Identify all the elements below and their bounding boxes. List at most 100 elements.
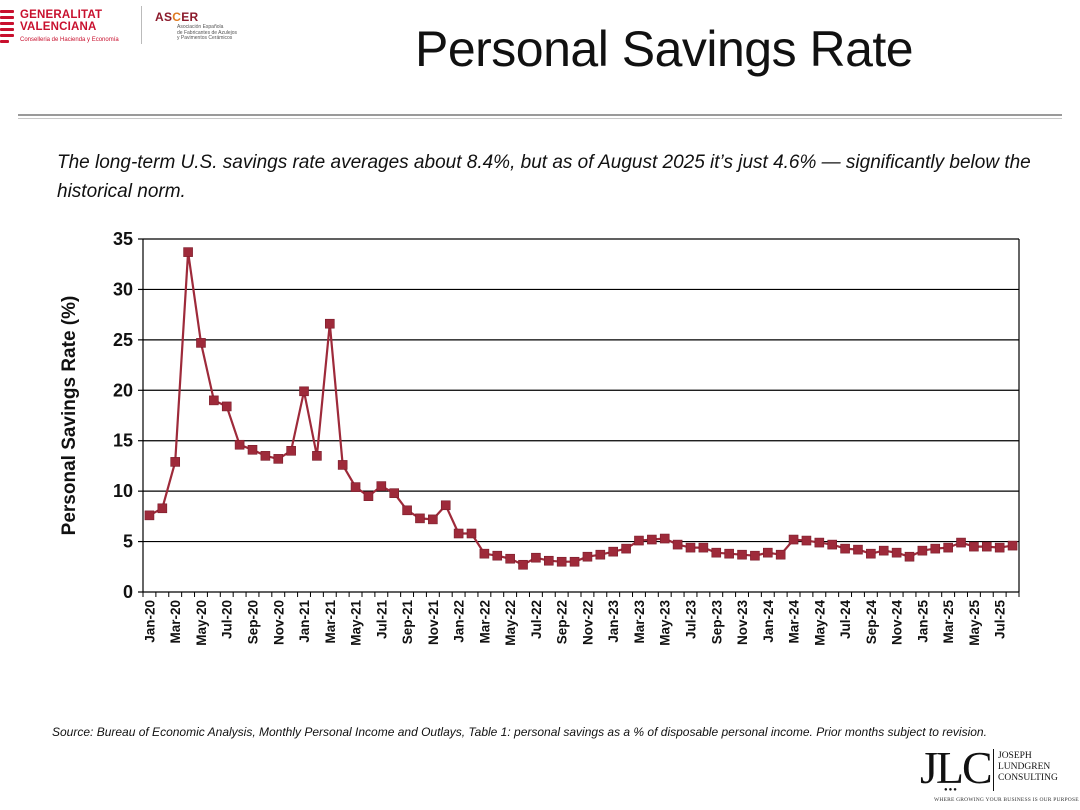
x-tick-label: Mar-20 — [168, 600, 183, 644]
y-tick-label: 30 — [113, 279, 133, 299]
x-tick-label: May-23 — [658, 600, 673, 646]
data-point — [376, 481, 387, 491]
data-point — [775, 549, 786, 560]
x-tick-label: Jul-23 — [684, 600, 699, 640]
series-line — [148, 251, 1013, 566]
data-point — [363, 491, 374, 501]
x-tick-label: Jan-20 — [142, 600, 157, 643]
y-tick-label: 5 — [123, 532, 133, 552]
chart-labels: 0 5 10 15 20 25 30 35 Jan-20 Mar-20 May-20 Jul-20 Se… — [59, 229, 1008, 646]
data-point — [531, 552, 541, 563]
jlc-logo: JLC JOSEPH LUNDGREN CONSULTING ●●● WHERE… — [920, 742, 1079, 807]
jlc-company-name: JOSEPH LUNDGREN CONSULTING — [998, 751, 1058, 783]
data-point — [273, 454, 284, 464]
y-tick-label: 10 — [113, 481, 133, 501]
data-point — [827, 539, 838, 550]
jlc-dots-icon: ●●● — [944, 787, 958, 793]
data-point — [569, 556, 580, 567]
data-point — [582, 551, 593, 562]
data-point — [801, 535, 812, 546]
data-point — [595, 549, 606, 560]
x-tick-label: May-22 — [503, 600, 518, 646]
ascer-logo: ASCER Asociación Española de Fabricantes… — [155, 10, 265, 46]
data-point — [196, 338, 206, 348]
x-tick-label: Nov-24 — [890, 600, 905, 646]
data-point — [556, 556, 567, 567]
data-point — [440, 500, 451, 511]
data-point — [209, 395, 219, 406]
x-tick-label: May-24 — [812, 600, 827, 646]
x-tick-label: May-20 — [194, 600, 209, 646]
data-point — [814, 537, 825, 548]
x-tick-label: Sep-21 — [400, 600, 415, 645]
x-tick-label: Mar-24 — [787, 600, 802, 644]
data-point — [647, 534, 657, 545]
y-tick-label: 20 — [113, 380, 133, 400]
data-point — [737, 549, 747, 560]
data-point — [969, 541, 979, 552]
ascer-name: ASCER — [155, 10, 199, 24]
data-point — [1007, 540, 1018, 551]
x-tick-label: Nov-23 — [735, 600, 750, 646]
data-point — [492, 550, 503, 561]
title-divider — [18, 114, 1062, 116]
x-tick-label: Jan-23 — [606, 600, 621, 643]
data-point — [711, 547, 722, 558]
data-point — [685, 542, 696, 553]
x-tick-label: Jan-22 — [452, 600, 467, 643]
data-point — [518, 559, 528, 570]
generalitat-emblem-icon — [0, 8, 16, 46]
page-title: Personal Savings Rate — [415, 21, 914, 77]
x-tick-label: Nov-20 — [271, 600, 286, 645]
data-point — [234, 439, 245, 450]
chart-gridlines — [143, 238, 1019, 593]
data-point — [724, 548, 734, 559]
x-tick-label: Mar-22 — [477, 600, 492, 644]
data-point — [350, 482, 361, 492]
data-point — [956, 537, 966, 548]
y-tick-label: 25 — [113, 330, 133, 350]
data-point — [788, 534, 799, 545]
x-tick-label: May-21 — [349, 600, 364, 646]
data-point — [337, 460, 348, 470]
y-axis-title: Personal Savings Rate (%) — [59, 296, 80, 536]
x-tick-label: Jul-21 — [374, 600, 389, 640]
data-point — [762, 547, 773, 558]
data-point — [866, 548, 876, 559]
data-point — [943, 542, 953, 553]
generalitat-department: Conselleria de Hacienda y Economía — [20, 37, 119, 43]
data-point — [170, 457, 181, 467]
data-point — [840, 543, 850, 554]
data-point — [981, 541, 992, 552]
title-divider-thin — [18, 118, 1062, 119]
generalitat-valenciana-logo: GENERALITAT VALENCIANA Conselleria de Ha… — [0, 6, 140, 48]
data-point — [260, 451, 271, 461]
x-tick-label: May-25 — [967, 600, 982, 646]
data-point — [247, 444, 258, 455]
x-tick-label: Sep-22 — [555, 600, 570, 644]
x-tick-label: Jan-24 — [761, 600, 776, 643]
jlc-tagline: WHERE GROWING YOUR BUSINESS IS OUR PURPO… — [934, 797, 1079, 803]
x-tick-label: Mar-25 — [941, 600, 956, 644]
data-point — [183, 247, 193, 257]
jlc-monogram: JLC — [920, 742, 993, 793]
x-tick-label: Jan-25 — [915, 600, 930, 643]
data-point — [299, 386, 309, 397]
x-tick-label: Mar-21 — [323, 600, 338, 644]
data-point — [505, 553, 515, 564]
source-note: Source: Bureau of Economic Analysis, Mon… — [52, 725, 987, 739]
jlc-divider — [993, 749, 994, 791]
x-tick-label: Mar-23 — [632, 600, 647, 644]
y-tick-label: 0 — [123, 582, 133, 602]
data-point — [930, 543, 941, 554]
x-tick-label: Nov-21 — [426, 600, 441, 646]
data-point — [917, 545, 928, 556]
data-point — [904, 551, 915, 562]
x-tick-label: Sep-23 — [709, 600, 724, 645]
data-point — [479, 548, 490, 559]
data-point — [621, 543, 631, 554]
data-point — [608, 546, 619, 557]
x-tick-label: Sep-20 — [246, 600, 261, 644]
x-tick-label: Sep-24 — [864, 600, 879, 645]
